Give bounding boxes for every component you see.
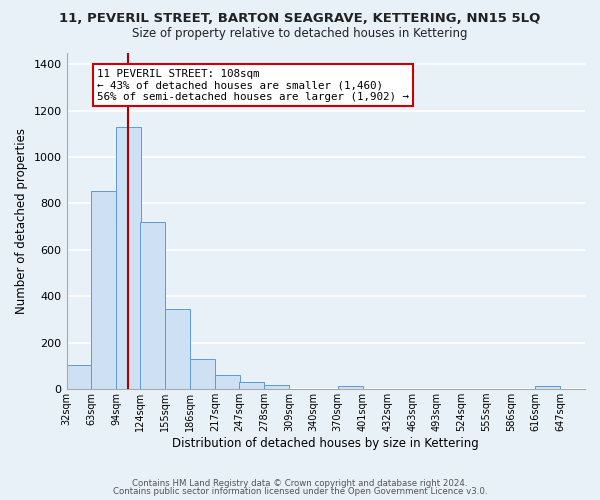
Bar xyxy=(91,190,116,389)
Bar xyxy=(116,127,141,389)
Text: Size of property relative to detached houses in Kettering: Size of property relative to detached ho… xyxy=(132,28,468,40)
Bar xyxy=(140,222,165,389)
Bar xyxy=(190,359,215,389)
Y-axis label: Number of detached properties: Number of detached properties xyxy=(15,128,28,314)
Text: Contains HM Land Registry data © Crown copyright and database right 2024.: Contains HM Land Registry data © Crown c… xyxy=(132,478,468,488)
Bar xyxy=(535,386,560,389)
X-axis label: Distribution of detached houses by size in Kettering: Distribution of detached houses by size … xyxy=(172,437,479,450)
Text: Contains public sector information licensed under the Open Government Licence v3: Contains public sector information licen… xyxy=(113,487,487,496)
Bar xyxy=(215,375,240,389)
Text: 11, PEVERIL STREET, BARTON SEAGRAVE, KETTERING, NN15 5LQ: 11, PEVERIL STREET, BARTON SEAGRAVE, KET… xyxy=(59,12,541,26)
Bar xyxy=(338,386,362,389)
Bar xyxy=(67,365,91,389)
Text: 11 PEVERIL STREET: 108sqm
← 43% of detached houses are smaller (1,460)
56% of se: 11 PEVERIL STREET: 108sqm ← 43% of detac… xyxy=(97,69,409,102)
Bar xyxy=(239,382,264,389)
Bar xyxy=(264,385,289,389)
Bar xyxy=(165,309,190,389)
